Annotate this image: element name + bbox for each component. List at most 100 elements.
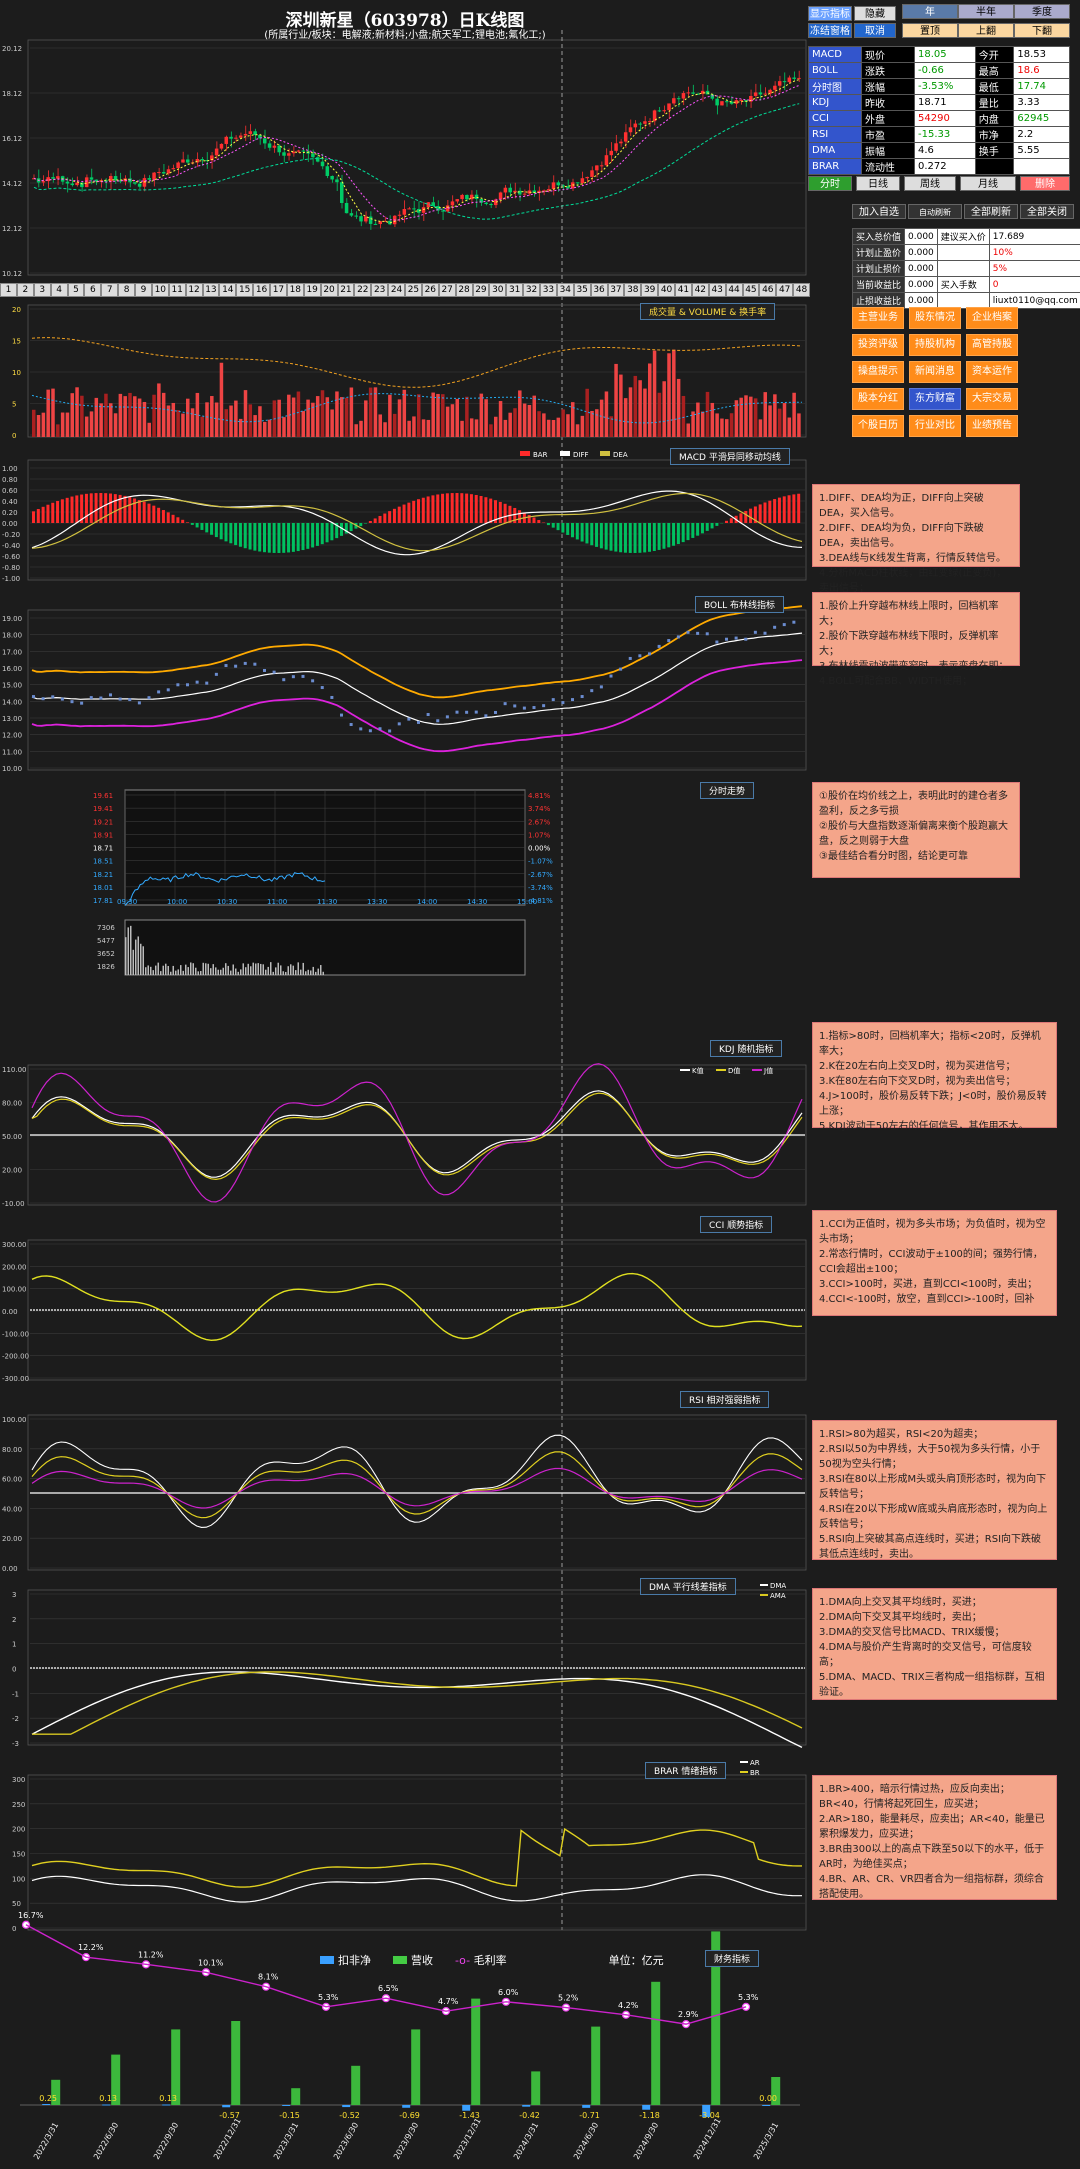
menu-item-3[interactable]: 投资评级 xyxy=(852,334,904,356)
indicator-toggle-cci[interactable]: CCI xyxy=(808,110,862,127)
rsi-indicator-title[interactable]: RSI 相对强弱指标 xyxy=(680,1391,770,1408)
hide-button[interactable]: 隐藏 xyxy=(854,6,896,21)
trade-value[interactable]: 0.000 xyxy=(904,228,938,245)
day-number[interactable]: 30 xyxy=(489,283,507,297)
boll-indicator-title[interactable]: BOLL 布林线指标 xyxy=(695,596,784,613)
day-number[interactable]: 33 xyxy=(540,283,557,297)
day-number[interactable]: 14 xyxy=(219,283,237,297)
day-number[interactable]: 31 xyxy=(506,283,524,297)
day-number[interactable]: 23 xyxy=(371,283,389,297)
indicator-toggle-brar[interactable]: BRAR xyxy=(808,158,862,175)
top-button[interactable]: 置顶 xyxy=(902,23,958,38)
macd-indicator-title[interactable]: MACD 平滑异同移动均线 xyxy=(670,448,790,465)
page-down-button[interactable]: 下翻 xyxy=(1014,23,1070,38)
day-number[interactable]: 32 xyxy=(523,283,540,297)
day-number[interactable]: 29 xyxy=(472,283,490,297)
freeze-button[interactable]: 冻结窗格 xyxy=(808,23,852,38)
refresh-all-tab[interactable]: 全部刷新 xyxy=(964,204,1018,219)
trade-value-2[interactable]: liuxt0110@qq.com xyxy=(988,292,1080,309)
menu-item-4[interactable]: 持股机构 xyxy=(909,334,961,356)
day-number[interactable]: 13 xyxy=(202,283,220,297)
daily-button[interactable]: 日线 xyxy=(856,176,900,191)
trade-value-2[interactable]: 17.689 xyxy=(988,228,1080,245)
menu-item-7[interactable]: 新闻消息 xyxy=(909,361,961,383)
day-number[interactable]: 8 xyxy=(118,283,135,297)
monthly-button[interactable]: 月线 xyxy=(960,176,1016,191)
day-number[interactable]: 26 xyxy=(421,283,439,297)
day-number[interactable]: 40 xyxy=(658,283,675,297)
menu-item-12[interactable]: 个股日历 xyxy=(852,415,904,437)
day-number[interactable]: 28 xyxy=(455,283,473,297)
day-number[interactable]: 11 xyxy=(168,283,186,297)
indicator-toggle-分时图[interactable]: 分时图 xyxy=(808,78,862,95)
day-number[interactable]: 19 xyxy=(303,283,321,297)
menu-item-10[interactable]: 东方财富 xyxy=(909,388,961,410)
day-number[interactable]: 38 xyxy=(624,283,642,297)
day-number[interactable]: 10 xyxy=(151,283,169,297)
day-number[interactable]: 39 xyxy=(641,283,659,297)
menu-item-11[interactable]: 大宗交易 xyxy=(966,388,1018,410)
day-number[interactable]: 1 xyxy=(0,283,17,297)
show-indicator-button[interactable]: 显示指标 xyxy=(808,6,852,21)
day-number[interactable]: 7 xyxy=(101,283,119,297)
day-number[interactable]: 27 xyxy=(438,283,456,297)
menu-item-8[interactable]: 资本运作 xyxy=(966,361,1018,383)
dma-indicator-title[interactable]: DMA 平行线差指标 xyxy=(640,1578,736,1595)
trade-value[interactable]: 0.000 xyxy=(904,276,938,293)
day-number[interactable]: 4 xyxy=(50,283,68,297)
day-number[interactable]: 42 xyxy=(691,283,709,297)
day-number[interactable]: 22 xyxy=(354,283,372,297)
day-number[interactable]: 48 xyxy=(793,283,810,297)
day-number[interactable]: 17 xyxy=(270,283,287,297)
day-number[interactable]: 9 xyxy=(135,283,152,297)
day-number[interactable]: 24 xyxy=(388,283,405,297)
menu-item-9[interactable]: 股本分红 xyxy=(852,388,904,410)
day-number[interactable]: 18 xyxy=(286,283,304,297)
day-number[interactable]: 34 xyxy=(556,283,574,297)
indicator-toggle-rsi[interactable]: RSI xyxy=(808,126,862,143)
menu-item-14[interactable]: 业绩预告 xyxy=(966,415,1018,437)
trade-value[interactable]: 0.000 xyxy=(904,292,938,309)
day-number[interactable]: 41 xyxy=(675,283,692,297)
day-number[interactable]: 43 xyxy=(708,283,726,297)
auto-refresh-tab[interactable]: 自动刷新 xyxy=(908,204,962,219)
trade-value-2[interactable]: 5% xyxy=(988,260,1080,277)
menu-item-1[interactable]: 股东情况 xyxy=(909,307,961,329)
menu-item-0[interactable]: 主营业务 xyxy=(852,307,904,329)
menu-item-2[interactable]: 企业档案 xyxy=(966,307,1018,329)
day-number[interactable]: 46 xyxy=(759,283,777,297)
quarter-button[interactable]: 季度 xyxy=(1014,4,1070,19)
day-number[interactable]: 47 xyxy=(776,283,794,297)
half-year-button[interactable]: 半年 xyxy=(958,4,1014,19)
intraday-button[interactable]: 分时 xyxy=(808,176,852,191)
indicator-toggle-kdj[interactable]: KDJ xyxy=(808,94,862,111)
day-number[interactable]: 37 xyxy=(607,283,625,297)
cci-indicator-title[interactable]: CCI 顺势指标 xyxy=(700,1216,773,1233)
day-number[interactable]: 35 xyxy=(573,283,591,297)
day-number[interactable]: 12 xyxy=(185,283,203,297)
day-number[interactable]: 20 xyxy=(320,283,338,297)
menu-item-13[interactable]: 行业对比 xyxy=(909,415,961,437)
page-up-button[interactable]: 上翻 xyxy=(958,23,1014,38)
menu-item-5[interactable]: 高管持股 xyxy=(966,334,1018,356)
indicator-toggle-boll[interactable]: BOLL xyxy=(808,62,862,79)
menu-item-6[interactable]: 操盘提示 xyxy=(852,361,904,383)
trade-value-2[interactable]: 10% xyxy=(988,244,1080,261)
indicator-toggle-dma[interactable]: DMA xyxy=(808,142,862,159)
indicator-toggle-macd[interactable]: MACD xyxy=(808,46,862,63)
fin-indicator-title[interactable]: 财务指标 xyxy=(705,1950,760,1967)
day-number[interactable]: 21 xyxy=(337,283,355,297)
add-favorite-tab[interactable]: 加入自选 xyxy=(852,204,906,219)
day-number[interactable]: 25 xyxy=(405,283,422,297)
trade-value-2[interactable]: 0 xyxy=(988,276,1080,293)
day-number[interactable]: 44 xyxy=(725,283,743,297)
trade-value[interactable]: 0.000 xyxy=(904,260,938,277)
vol-indicator-title[interactable]: 成交量 & VOLUME & 换手率 xyxy=(640,303,776,320)
day-number[interactable]: 6 xyxy=(84,283,102,297)
trade-value[interactable]: 0.000 xyxy=(904,244,938,261)
day-number[interactable]: 36 xyxy=(590,283,608,297)
delete-button[interactable]: 删除 xyxy=(1020,176,1070,191)
day-number[interactable]: 5 xyxy=(67,283,85,297)
day-number[interactable]: 45 xyxy=(742,283,760,297)
day-number[interactable]: 2 xyxy=(16,283,34,297)
